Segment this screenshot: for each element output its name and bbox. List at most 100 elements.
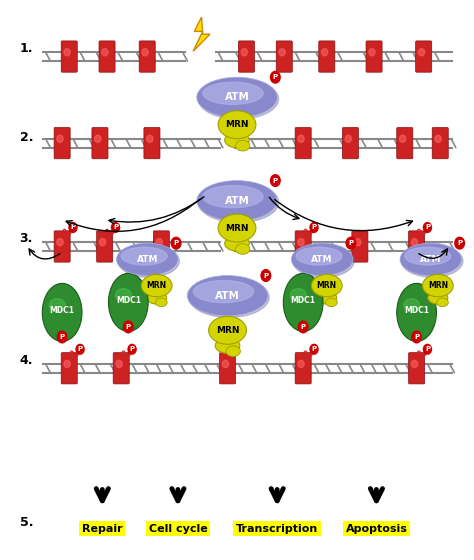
Text: P: P <box>425 346 430 352</box>
Text: P: P <box>173 240 179 246</box>
FancyBboxPatch shape <box>416 41 432 72</box>
Text: P: P <box>425 225 430 231</box>
Ellipse shape <box>321 49 328 56</box>
Ellipse shape <box>109 273 148 332</box>
Circle shape <box>423 222 432 233</box>
Ellipse shape <box>326 298 337 306</box>
Ellipse shape <box>225 132 249 148</box>
FancyBboxPatch shape <box>397 128 413 159</box>
Ellipse shape <box>209 316 246 344</box>
Ellipse shape <box>100 239 106 246</box>
Ellipse shape <box>405 247 451 265</box>
Ellipse shape <box>296 247 342 265</box>
Text: P: P <box>71 225 75 231</box>
FancyBboxPatch shape <box>295 128 311 159</box>
Text: P: P <box>311 225 317 231</box>
FancyBboxPatch shape <box>99 41 115 72</box>
Text: MRN: MRN <box>428 281 448 290</box>
Ellipse shape <box>57 239 63 246</box>
Ellipse shape <box>193 281 254 302</box>
Ellipse shape <box>155 298 167 306</box>
Circle shape <box>346 236 356 250</box>
FancyBboxPatch shape <box>295 231 311 262</box>
Ellipse shape <box>279 49 285 56</box>
Text: P: P <box>113 225 118 231</box>
Text: P: P <box>78 346 82 352</box>
Text: ATM: ATM <box>420 255 441 264</box>
Ellipse shape <box>189 277 269 318</box>
Ellipse shape <box>64 49 70 56</box>
Text: Apoptosis: Apoptosis <box>346 524 407 534</box>
Ellipse shape <box>400 135 406 142</box>
Ellipse shape <box>197 180 277 221</box>
Text: P: P <box>311 346 317 352</box>
FancyBboxPatch shape <box>219 353 236 384</box>
Circle shape <box>454 236 465 250</box>
Text: Cell cycle: Cell cycle <box>148 524 207 534</box>
Text: P: P <box>414 334 419 340</box>
FancyBboxPatch shape <box>409 231 425 262</box>
Ellipse shape <box>49 298 65 312</box>
Ellipse shape <box>435 135 441 142</box>
Ellipse shape <box>419 49 425 56</box>
Circle shape <box>68 222 78 233</box>
Text: 2.: 2. <box>19 131 33 144</box>
Text: MDC1: MDC1 <box>291 296 316 305</box>
FancyBboxPatch shape <box>61 353 77 384</box>
Text: MRN: MRN <box>146 281 167 290</box>
FancyBboxPatch shape <box>54 128 70 159</box>
Ellipse shape <box>345 135 352 142</box>
FancyBboxPatch shape <box>54 231 70 262</box>
Ellipse shape <box>283 273 323 332</box>
Ellipse shape <box>118 245 179 277</box>
Text: ATM: ATM <box>137 255 158 264</box>
Ellipse shape <box>142 49 148 56</box>
Text: P: P <box>348 240 354 246</box>
Ellipse shape <box>292 243 353 276</box>
Ellipse shape <box>117 243 178 276</box>
Circle shape <box>423 344 432 355</box>
FancyBboxPatch shape <box>113 353 129 384</box>
Text: P: P <box>457 240 462 246</box>
Ellipse shape <box>57 135 63 142</box>
FancyBboxPatch shape <box>295 353 311 384</box>
Ellipse shape <box>236 244 250 254</box>
Ellipse shape <box>422 274 453 297</box>
Ellipse shape <box>236 141 250 151</box>
Ellipse shape <box>116 360 122 367</box>
Ellipse shape <box>241 49 247 56</box>
Ellipse shape <box>298 360 304 367</box>
Ellipse shape <box>218 111 256 139</box>
Ellipse shape <box>400 243 462 276</box>
FancyBboxPatch shape <box>97 231 113 262</box>
Ellipse shape <box>355 239 361 246</box>
Text: Transcription: Transcription <box>236 524 319 534</box>
FancyBboxPatch shape <box>139 41 155 72</box>
FancyBboxPatch shape <box>342 128 358 159</box>
Ellipse shape <box>298 135 304 142</box>
Ellipse shape <box>197 77 277 118</box>
Ellipse shape <box>215 338 240 353</box>
Text: MRN: MRN <box>225 223 249 232</box>
Circle shape <box>310 344 319 355</box>
FancyBboxPatch shape <box>366 41 382 72</box>
FancyBboxPatch shape <box>276 41 292 72</box>
Ellipse shape <box>187 276 268 316</box>
Ellipse shape <box>146 292 167 304</box>
Ellipse shape <box>156 239 163 246</box>
Ellipse shape <box>437 298 448 306</box>
Circle shape <box>270 71 281 84</box>
Text: MDC1: MDC1 <box>50 306 74 315</box>
Ellipse shape <box>411 239 418 246</box>
Text: P: P <box>273 74 278 80</box>
Ellipse shape <box>218 214 256 242</box>
Ellipse shape <box>203 185 263 208</box>
Ellipse shape <box>95 135 101 142</box>
Text: 5.: 5. <box>19 516 33 530</box>
Ellipse shape <box>203 82 263 104</box>
Text: MDC1: MDC1 <box>404 306 429 315</box>
Ellipse shape <box>102 49 108 56</box>
Polygon shape <box>193 17 210 52</box>
Text: MRN: MRN <box>225 120 249 129</box>
Ellipse shape <box>222 360 228 367</box>
